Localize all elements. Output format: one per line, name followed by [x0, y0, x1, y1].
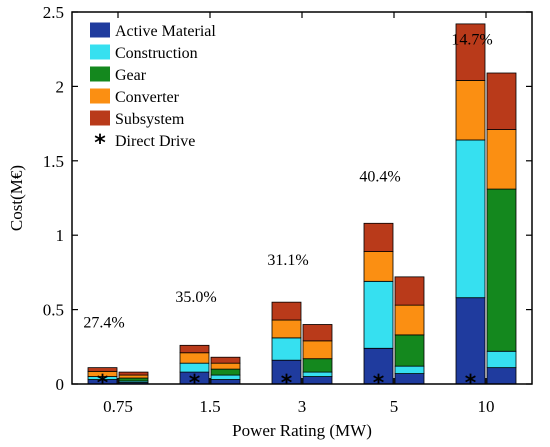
bar-segment-0.75-geared-converter: [118, 374, 149, 379]
bar-segment-10-geared-construction: [486, 350, 517, 369]
legend: Active Material Construction Gear Converter…: [90, 22, 216, 156]
bar-segment-3-direct-construction: [271, 337, 302, 361]
legend-swatch-construction: [90, 44, 110, 60]
bar-segment-3-direct-subsystem: [271, 301, 302, 321]
bar-segment-10-geared-converter: [486, 129, 517, 190]
bar-segment-1.5-direct-subsystem: [179, 344, 210, 354]
bar-segment-5-geared-active-material: [394, 373, 425, 385]
legend-label-converter: Converter: [115, 89, 180, 106]
annotation-1.5: 35.0%: [175, 289, 216, 306]
y-tick-label: 2.5: [43, 3, 64, 22]
bar-segment-1.5-geared-construction: [210, 374, 241, 380]
bar-segment-3-geared-converter: [302, 340, 333, 360]
bar-segment-5-geared-gear: [394, 334, 425, 367]
bar-segment-1.5-geared-converter: [210, 362, 241, 370]
x-tick-label: 10: [478, 397, 495, 416]
bar-segment-1.5-direct-converter: [179, 352, 210, 364]
bar-segment-5-direct-converter: [363, 251, 394, 282]
bar-segment-3-geared-construction: [302, 371, 333, 377]
legend-label-gear: Gear: [115, 67, 147, 84]
x-axis-label: Power Rating (MW): [232, 421, 372, 440]
annotation-0.75: 27.4%: [83, 314, 124, 331]
annotation-10: 14.7%: [451, 32, 492, 49]
y-axis-ticks: 0 0.5 1 1.5 2 2.5: [43, 3, 532, 394]
bar-segment-3-geared-gear: [302, 358, 333, 373]
bar-segment-3-geared-subsystem: [302, 324, 333, 342]
bar-segment-1.5-geared-subsystem: [210, 356, 241, 364]
bar-segment-3-direct-converter: [271, 319, 302, 339]
y-axis-label: Cost(M€): [7, 165, 26, 231]
y-tick-label: 0: [56, 375, 65, 394]
y-tick-label: 1: [56, 226, 65, 245]
bar-segment-5-direct-subsystem: [363, 222, 394, 252]
bar-segment-0.75-direct-subsystem: [87, 367, 118, 372]
bar-segment-0.75-geared-gear: [118, 377, 149, 382]
bar-segment-3-geared-active-material: [302, 376, 333, 385]
bars-layer: [87, 23, 517, 385]
y-tick-label: 2: [56, 77, 65, 96]
bar-segment-5-geared-subsystem: [394, 276, 425, 306]
bar-segment-10-direct-construction: [455, 139, 486, 299]
x-tick-label: 0.75: [103, 397, 133, 416]
legend-swatch-active-material: [90, 22, 110, 38]
x-tick-label: 3: [298, 397, 307, 416]
legend-label-construction: Construction: [115, 45, 198, 62]
x-tick-label: 5: [390, 397, 399, 416]
y-tick-label: 1.5: [43, 152, 64, 171]
x-tick-label: 1.5: [199, 397, 220, 416]
legend-label-active-material: Active Material: [115, 23, 216, 40]
legend-swatch-converter: [90, 88, 110, 104]
bar-segment-10-geared-subsystem: [486, 72, 517, 130]
x-axis-ticks: 0.75 1.5 3 5 10: [103, 12, 495, 416]
bar-segment-5-geared-construction: [394, 365, 425, 374]
bar-segment-0.75-geared-subsystem: [118, 371, 149, 376]
bar-segment-10-direct-subsystem: [455, 23, 486, 81]
annotation-3: 31.1%: [267, 252, 308, 269]
bar-segment-1.5-geared-gear: [210, 368, 241, 376]
legend-swatch-gear: [90, 66, 110, 82]
bar-segment-5-direct-construction: [363, 280, 394, 349]
annotations-layer: 27.4% 35.0% 31.1% 40.4% 14.7%: [83, 32, 492, 332]
y-tick-label: 0.5: [43, 301, 64, 320]
bar-segment-10-direct-converter: [455, 80, 486, 141]
legend-label-subsystem: Subsystem: [115, 111, 185, 128]
bar-segment-5-geared-converter: [394, 304, 425, 336]
legend-direct-drive-icon: *: [94, 131, 106, 156]
bar-segment-10-geared-gear: [486, 188, 517, 352]
legend-swatch-subsystem: [90, 110, 110, 126]
annotation-5: 40.4%: [359, 169, 400, 186]
legend-label-direct-drive: Direct Drive: [115, 133, 195, 150]
bar-segment-10-geared-active-material: [486, 367, 517, 385]
